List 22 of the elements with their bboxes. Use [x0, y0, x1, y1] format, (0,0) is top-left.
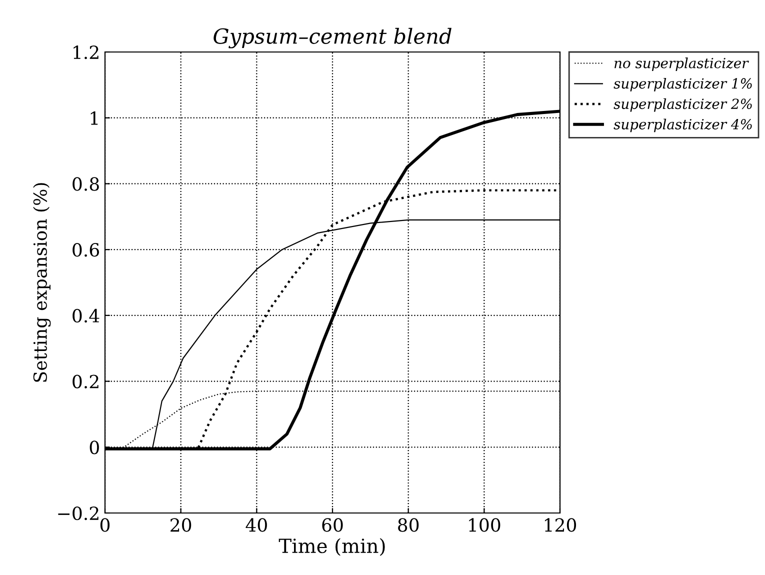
x-tick-label: 100	[469, 518, 500, 532]
x-axis-title: Time (min)	[278, 538, 385, 556]
x-tick-label: 20	[170, 518, 192, 532]
legend-label: superplasticizer 4%	[614, 118, 752, 132]
legend-label: no superplasticizer	[614, 58, 749, 71]
y-tick-label: 0	[90, 440, 99, 454]
y-tick-label: −0.2	[58, 506, 98, 520]
x-tick-label: 0	[100, 518, 110, 532]
y-tick-label: 0.6	[72, 243, 100, 257]
y-axis-title: Setting expansion (%)	[33, 183, 51, 382]
x-tick-label: 80	[398, 518, 419, 532]
legend-label: superplasticizer 1%	[614, 78, 752, 92]
y-tick-label: 0.4	[72, 308, 100, 323]
chart-title: Gypsum–cement blend	[214, 28, 452, 48]
y-tick-label: 0.2	[72, 374, 98, 388]
x-tick-label: 40	[246, 518, 267, 532]
x-tick-label: 60	[322, 518, 343, 532]
y-tick-label: 1	[90, 111, 98, 125]
legend-label: superplasticizer 2%	[614, 98, 752, 112]
y-tick-label: 1.2	[74, 45, 98, 60]
y-tick-label: 0.8	[72, 177, 99, 191]
x-tick-label: 120	[544, 518, 576, 532]
